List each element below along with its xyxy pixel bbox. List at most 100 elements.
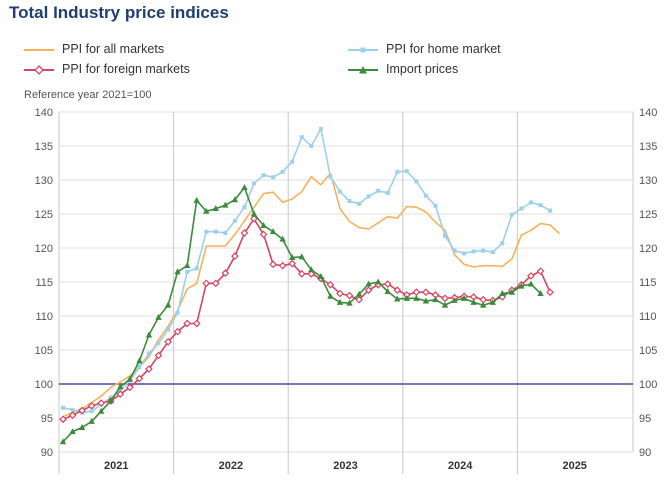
data-point-ppi-for-foreign-markets	[145, 365, 153, 373]
y-tick-label-right: 120	[639, 243, 657, 255]
data-point-ppi-for-home-market	[166, 327, 171, 332]
data-point-ppi-for-foreign-markets	[183, 319, 191, 328]
data-point-import-prices	[499, 290, 506, 297]
data-point-ppi-for-foreign-markets	[87, 401, 96, 410]
data-point-import-prices	[413, 294, 420, 301]
data-point-ppi-for-home-market	[146, 351, 151, 356]
y-tick-label-left: 105	[35, 345, 53, 357]
data-point-ppi-for-foreign-markets	[173, 327, 182, 336]
data-point-ppi-for-foreign-markets	[211, 279, 220, 288]
data-point-import-prices	[269, 228, 277, 235]
y-tick-label-left: 130	[35, 175, 53, 187]
data-point-ppi-for-home-market	[376, 188, 381, 193]
data-point-ppi-for-home-market	[271, 175, 276, 180]
y-tick-label-left: 110	[35, 311, 53, 323]
data-point-ppi-for-foreign-markets	[441, 294, 449, 303]
data-point-ppi-for-foreign-markets	[422, 288, 430, 297]
data-point-ppi-for-home-market	[70, 407, 75, 412]
data-point-ppi-for-foreign-markets	[278, 261, 287, 270]
data-point-import-prices	[403, 294, 410, 301]
data-point-ppi-for-home-market	[175, 310, 180, 315]
data-point-ppi-for-foreign-markets	[536, 267, 545, 275]
data-point-ppi-for-home-market	[290, 159, 295, 164]
data-point-ppi-for-home-market	[481, 248, 486, 253]
data-point-ppi-for-home-market	[280, 169, 285, 174]
data-point-import-prices	[98, 407, 105, 414]
data-point-import-prices	[298, 253, 305, 260]
series-line-ppi-for-all-markets	[62, 172, 561, 418]
year-label: 2023	[333, 460, 357, 472]
data-point-ppi-for-foreign-markets	[250, 214, 258, 223]
chart-title: Total Industry price indices	[9, 3, 229, 22]
data-point-import-prices	[518, 282, 525, 289]
data-point-import-prices	[279, 235, 286, 242]
data-point-import-prices	[145, 331, 153, 338]
y-tick-label-right: 105	[639, 345, 657, 357]
y-tick-label-right: 125	[639, 209, 657, 221]
data-point-import-prices	[126, 375, 134, 382]
data-point-ppi-for-home-market	[462, 251, 467, 256]
data-point-ppi-for-home-market	[213, 229, 218, 234]
data-point-ppi-for-home-market	[299, 135, 304, 140]
data-point-import-prices	[451, 296, 458, 303]
data-point-ppi-for-home-market	[414, 179, 419, 184]
data-point-ppi-for-home-market	[261, 173, 266, 178]
data-point-import-prices	[470, 298, 477, 305]
data-point-ppi-for-home-market	[548, 208, 553, 213]
data-point-ppi-for-home-market	[242, 205, 247, 210]
data-point-ppi-for-foreign-markets	[59, 415, 67, 424]
data-point-import-prices	[480, 301, 487, 308]
data-point-ppi-for-home-market	[519, 206, 524, 211]
data-point-import-prices	[241, 183, 248, 190]
y-tick-label-left: 140	[35, 107, 53, 119]
data-point-ppi-for-home-market	[357, 201, 362, 206]
legend-line-ppi-all-icon	[24, 49, 54, 51]
legend-label-ppi-home: PPI for home market	[386, 42, 501, 56]
series-ppi-for-all-markets	[62, 172, 561, 418]
legend-label-import-prices: Import prices	[386, 62, 459, 76]
data-point-ppi-for-foreign-markets	[78, 406, 86, 415]
data-point-ppi-for-home-market	[223, 231, 228, 236]
legend-line-ppi-foreign-icon	[24, 65, 54, 75]
data-point-import-prices	[355, 290, 363, 297]
data-point-import-prices	[327, 292, 334, 299]
data-point-import-prices	[537, 290, 544, 297]
data-point-import-prices	[231, 196, 239, 203]
data-point-ppi-for-foreign-markets	[154, 351, 163, 360]
legend-label-ppi-foreign: PPI for foreign markets	[62, 62, 190, 76]
data-point-ppi-for-home-market	[452, 248, 457, 253]
data-point-ppi-for-foreign-markets	[202, 279, 211, 288]
data-point-import-prices	[203, 207, 210, 214]
data-point-ppi-for-foreign-markets	[221, 269, 230, 278]
series-import-prices	[59, 183, 544, 445]
data-point-import-prices	[422, 297, 430, 304]
data-point-ppi-for-foreign-markets	[288, 259, 297, 268]
data-point-import-prices	[59, 438, 67, 445]
data-point-ppi-for-home-market	[232, 218, 237, 223]
data-point-ppi-for-home-market	[500, 241, 505, 246]
data-point-ppi-for-home-market	[337, 189, 342, 194]
data-point-ppi-for-foreign-markets	[345, 291, 354, 300]
data-point-ppi-for-home-market	[137, 365, 142, 369]
year-label: 2025	[562, 460, 586, 472]
series-ppi-for-home-market	[61, 127, 553, 415]
data-point-ppi-for-home-market	[309, 144, 314, 148]
data-point-ppi-for-home-market	[328, 174, 333, 179]
data-point-ppi-for-home-market	[433, 203, 438, 208]
data-point-ppi-for-home-market	[194, 266, 199, 271]
data-point-import-prices	[317, 273, 325, 280]
data-point-ppi-for-foreign-markets	[259, 230, 268, 239]
reference-year-note: Reference year 2021=100	[24, 89, 152, 101]
data-point-ppi-for-home-market	[89, 409, 94, 414]
y-tick-label-left: 115	[35, 277, 53, 289]
y-tick-label-left: 125	[35, 209, 53, 221]
data-point-import-prices	[183, 262, 191, 269]
data-point-ppi-for-home-market	[443, 233, 447, 238]
data-point-import-prices	[346, 299, 353, 306]
y-tick-label-right: 140	[639, 107, 657, 119]
data-point-import-prices	[432, 296, 439, 303]
data-point-import-prices	[394, 295, 401, 302]
data-point-ppi-for-foreign-markets	[393, 286, 402, 295]
series-line-ppi-for-home-market	[62, 128, 551, 414]
data-point-ppi-for-home-market	[61, 405, 65, 410]
